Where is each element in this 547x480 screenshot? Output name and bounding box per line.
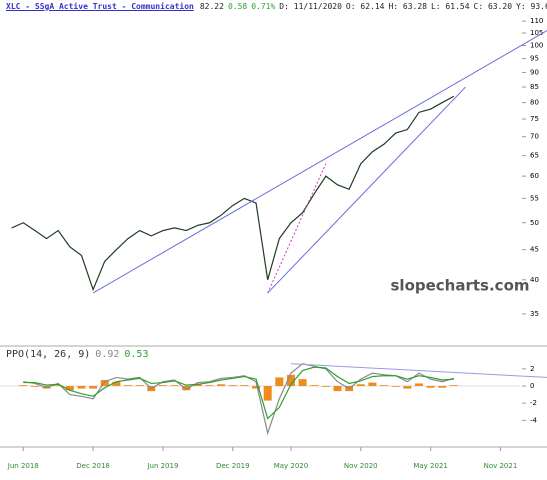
y-tick-label: 40 xyxy=(530,276,539,284)
histogram-bar xyxy=(205,385,214,386)
x-tick-label: Nov 2020 xyxy=(344,462,378,470)
histogram-bar xyxy=(89,386,98,389)
x-tick-label: Dec 2019 xyxy=(216,462,250,470)
y-tick-label: 90 xyxy=(530,68,539,76)
histogram-bar xyxy=(298,379,307,386)
histogram-bar xyxy=(158,385,167,386)
histogram-bar xyxy=(65,386,74,391)
histogram-bar xyxy=(19,385,28,386)
y-tick-label: 110 xyxy=(530,17,543,25)
histogram-bar xyxy=(356,384,365,386)
histogram-bar xyxy=(252,386,261,389)
y-tick-label: -4 xyxy=(530,416,538,424)
histogram-bar xyxy=(368,382,377,386)
x-tick-label: Jun 2019 xyxy=(146,462,178,470)
histogram-bar xyxy=(426,386,435,388)
histogram-bar xyxy=(54,385,63,386)
histogram-bar xyxy=(30,386,39,387)
y-tick-label: 55 xyxy=(530,194,539,202)
y-tick-label: 2 xyxy=(530,365,534,373)
histogram-bar xyxy=(321,386,330,387)
y-tick-label: 65 xyxy=(530,152,539,160)
histogram-bar xyxy=(310,385,319,386)
y-tick-label: 100 xyxy=(530,42,543,50)
header-value: Y: 93.64 xyxy=(516,2,547,11)
histogram-bar xyxy=(217,384,226,386)
y-tick-label: 60 xyxy=(530,172,539,180)
watermark: slopecharts.com xyxy=(391,277,530,295)
x-tick-label: May 2020 xyxy=(274,462,309,470)
ppo-header: PPO(14, 26, 9) 0.92 0.53 xyxy=(6,349,153,360)
y-tick-label: 70 xyxy=(530,133,539,141)
histogram-bar xyxy=(286,374,295,386)
header-value: L: 61.54 xyxy=(430,2,470,11)
histogram-bar xyxy=(391,386,400,387)
header-value: 82.22 xyxy=(199,2,224,11)
histogram-bar xyxy=(403,386,412,389)
histogram-bar xyxy=(438,386,447,388)
ppo-value: 0.92 xyxy=(95,349,120,360)
header-value: C: 63.20 xyxy=(473,2,513,11)
y-tick-label: 45 xyxy=(530,246,539,254)
trendline xyxy=(267,86,466,294)
x-tick-label: Nov 2021 xyxy=(484,462,518,470)
trendline xyxy=(267,163,327,294)
histogram-bar xyxy=(414,383,423,386)
trendline xyxy=(92,30,547,294)
header-value: H: 63.28 xyxy=(388,2,427,11)
y-tick-label: 0 xyxy=(530,382,534,390)
histogram-bar xyxy=(240,385,249,386)
x-tick-label: Jun 2018 xyxy=(7,462,39,470)
x-tick-label: Dec 2018 xyxy=(76,462,110,470)
header-value: O: 62.14 xyxy=(345,2,385,11)
histogram-bar xyxy=(228,385,237,386)
histogram-bar xyxy=(77,386,86,389)
histogram-bar xyxy=(333,386,342,392)
histogram-bar xyxy=(100,380,109,386)
y-tick-label: 80 xyxy=(530,99,539,107)
header-value: 0.71% xyxy=(251,2,276,11)
y-tick-label: 75 xyxy=(530,115,539,123)
histogram-bar xyxy=(170,385,179,386)
histogram-bar xyxy=(449,385,458,386)
histogram-bar xyxy=(263,386,272,401)
histogram-bar xyxy=(112,381,121,386)
trendline xyxy=(290,363,547,378)
header: XLC - SSgA Active Trust - Communication 8… xyxy=(6,2,547,11)
ppo-line xyxy=(23,363,455,436)
header-value: 0.58 xyxy=(227,2,248,11)
histogram-bar xyxy=(124,385,133,386)
price-line xyxy=(11,95,455,292)
x-tick-label: May 2021 xyxy=(413,462,448,470)
histogram-bar xyxy=(182,386,191,391)
y-tick-label: 50 xyxy=(530,219,539,227)
symbol-title[interactable]: XLC - SSgA Active Trust - Communication xyxy=(6,2,194,11)
header-value: D: 11/11/2020 xyxy=(279,2,342,11)
y-tick-label: 35 xyxy=(530,310,539,318)
histogram-bar xyxy=(135,385,144,386)
y-tick-label: 95 xyxy=(530,55,539,63)
histogram-bar xyxy=(193,384,202,386)
histogram-bar xyxy=(380,385,389,386)
signal-line xyxy=(23,366,454,420)
histogram-bar xyxy=(275,377,284,386)
y-tick-label: -2 xyxy=(530,399,537,407)
ppo-title: PPO(14, 26, 9) xyxy=(6,349,91,360)
ppo-value: 0.53 xyxy=(124,349,149,360)
y-tick-label: 85 xyxy=(530,83,539,91)
y-tick-label: 105 xyxy=(530,29,543,37)
